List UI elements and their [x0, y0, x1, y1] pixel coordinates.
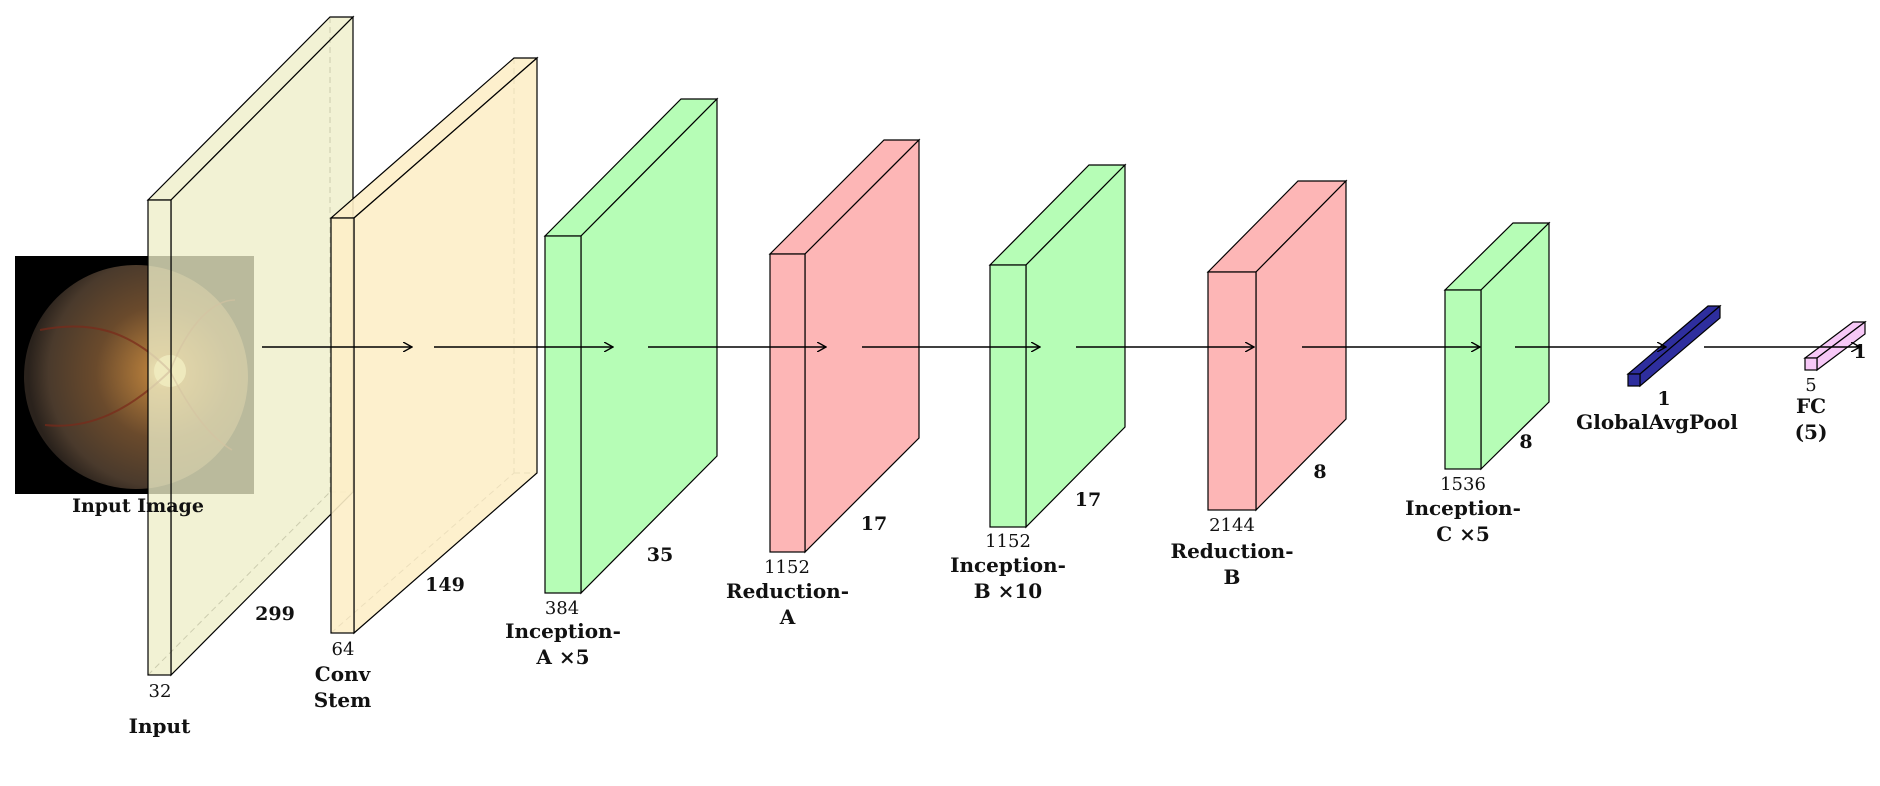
layer-name-line-2: Stem	[314, 688, 372, 712]
layer-name-line-1: Inception-	[1405, 496, 1521, 520]
layer-spatial-label: 8	[1313, 461, 1326, 483]
layer-channels-label: 1152	[985, 531, 1031, 552]
layer-side-face	[170, 15, 354, 677]
layer-name-line-1: Input	[129, 714, 191, 738]
layer-channels-label: 384	[545, 598, 579, 619]
layer-spatial-label: 17	[1075, 489, 1101, 511]
layer-channels-label: 1536	[1440, 474, 1486, 495]
layer-front-face	[1627, 373, 1641, 387]
layer-spatial-label: 1	[1853, 341, 1866, 363]
layer-spatial-label: 299	[255, 603, 295, 625]
layer-front-face	[1804, 357, 1818, 371]
layer-channels-label: 1152	[764, 557, 810, 578]
layer-name-line-2: (5)	[1795, 420, 1828, 444]
layer-inception-c: 1536 8 Inception-C ×5	[1405, 221, 1551, 546]
layer-front-face	[1207, 271, 1257, 511]
layer-name-line-2: A	[779, 605, 796, 629]
layer-input: 32 299 Input	[129, 15, 355, 738]
layer-name-line-1: FC	[1796, 394, 1826, 418]
layer-front-face	[1444, 289, 1482, 470]
layer-channels-label: 32	[149, 681, 172, 702]
layer-spatial-label: 8	[1519, 431, 1532, 453]
layer-spatial-label: 35	[647, 544, 673, 566]
layer-channels-label: 64	[332, 639, 355, 660]
layer-channels-label: 2144	[1209, 515, 1255, 536]
layer-channels-label: 5	[1805, 375, 1816, 396]
layer-inception-b: 1152 17 Inception-B ×10	[950, 163, 1127, 603]
layer-spatial-label: 1	[1657, 388, 1670, 410]
layer-front-face	[989, 264, 1027, 528]
layer-name-line-2: B ×10	[974, 579, 1042, 603]
layer-name-line-1: Inception-	[505, 619, 621, 643]
layer-reduction-a: 1152 17 Reduction-A	[726, 138, 921, 629]
layer-fc: 5 1 FC(5)	[1795, 320, 1867, 444]
layer-side-face	[1639, 304, 1721, 388]
layer-top-face	[1626, 305, 1722, 375]
layer-blocks: 32299Input64149ConvStem38435Inception-A …	[129, 15, 1867, 738]
layer-reduction-b: 2144 8 Reduction-B	[1170, 179, 1348, 589]
layer-name-line-1: GlobalAvgPool	[1576, 410, 1738, 434]
layer-spatial-label: 149	[425, 574, 465, 596]
layer-front-face	[147, 199, 172, 676]
layer-inception-a: 384 35 Inception-A ×5	[505, 97, 719, 669]
layer-name-line-2: C ×5	[1436, 522, 1490, 546]
layer-side-face	[580, 97, 718, 595]
layer-front-face	[769, 253, 806, 553]
layer-name-line-1: Reduction-	[1170, 539, 1293, 563]
layer-name-line-1: Reduction-	[726, 579, 849, 603]
input-image-caption: Input Image	[72, 495, 204, 517]
layer-name-line-1: Inception-	[950, 553, 1066, 577]
layer-name-line-1: Conv	[315, 662, 372, 686]
layer-name-line-2: B	[1224, 565, 1241, 589]
layer-spatial-label: 17	[861, 513, 887, 535]
layer-front-face	[330, 217, 355, 634]
layer-side-face	[353, 56, 538, 635]
layer-front-face	[544, 235, 582, 594]
layer-name-line-2: A ×5	[535, 645, 589, 669]
